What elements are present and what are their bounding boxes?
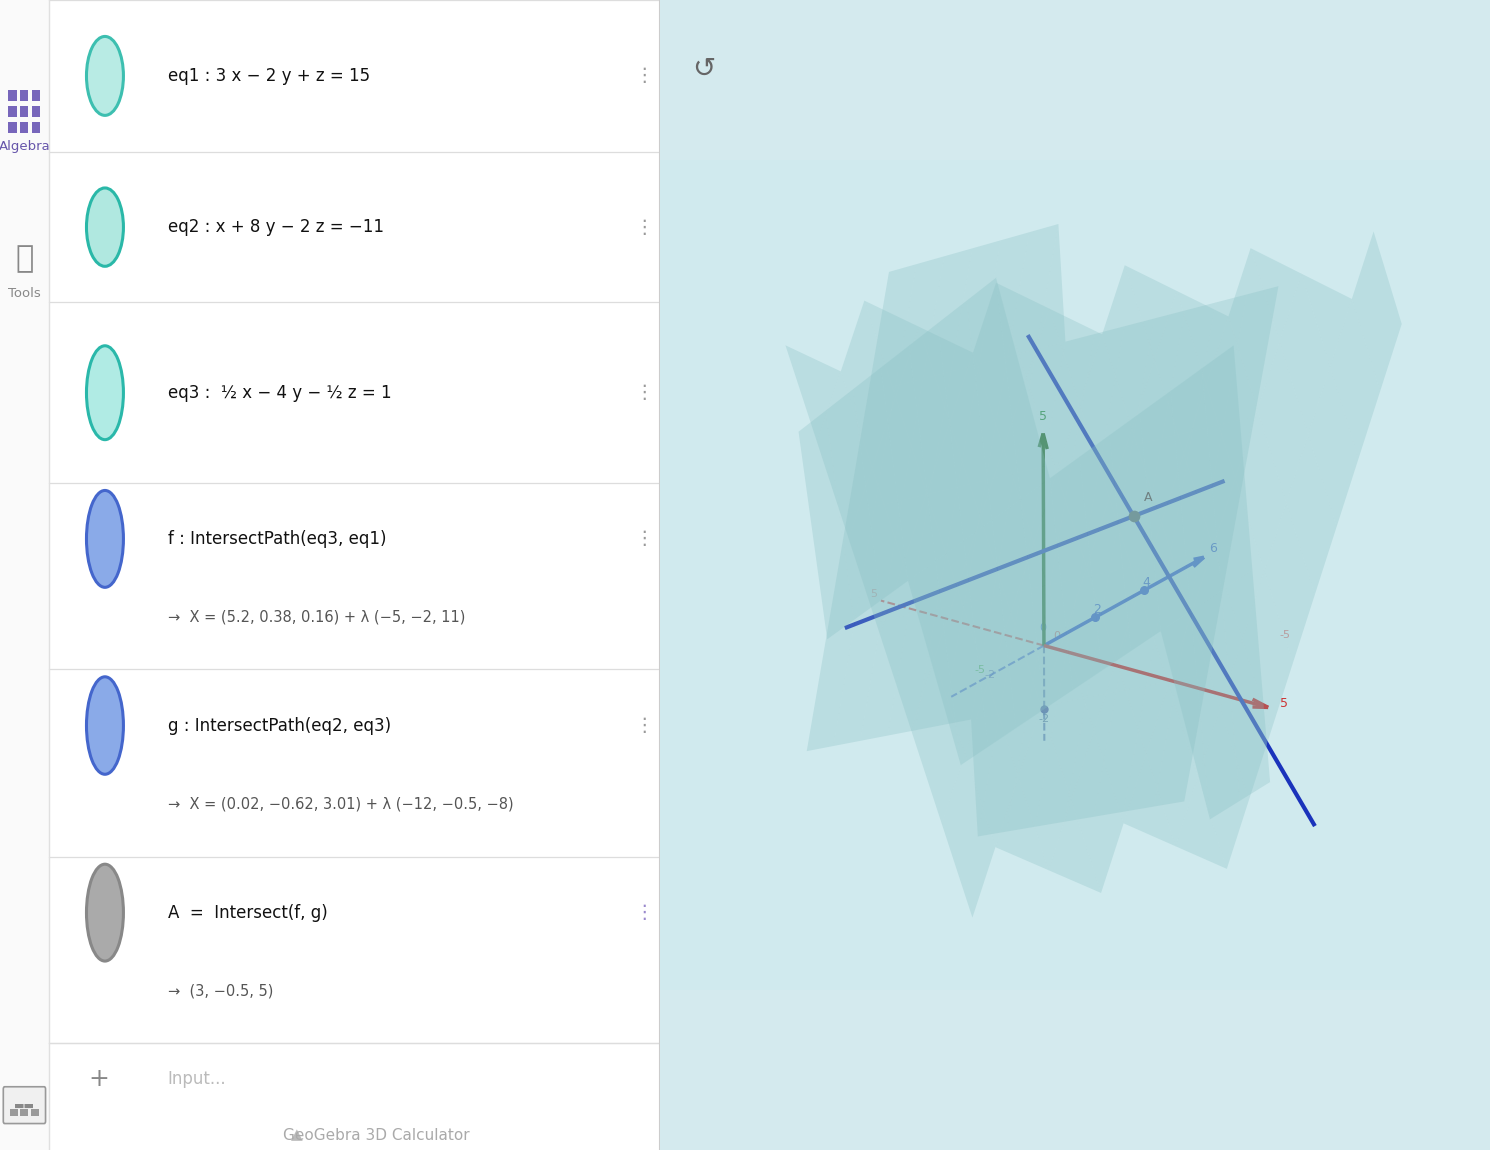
Text: ⋮: ⋮ bbox=[633, 383, 653, 402]
Text: Tools: Tools bbox=[7, 286, 40, 300]
FancyBboxPatch shape bbox=[10, 1109, 18, 1116]
FancyBboxPatch shape bbox=[31, 122, 40, 133]
Text: ⋮: ⋮ bbox=[633, 67, 653, 85]
Text: +: + bbox=[88, 1067, 109, 1091]
FancyBboxPatch shape bbox=[0, 0, 49, 1150]
Text: →  (3, −0.5, 5): → (3, −0.5, 5) bbox=[168, 983, 273, 998]
Text: A  =  Intersect(f, g): A = Intersect(f, g) bbox=[168, 904, 328, 921]
FancyBboxPatch shape bbox=[19, 106, 28, 117]
Text: Algebra: Algebra bbox=[0, 139, 51, 153]
FancyBboxPatch shape bbox=[7, 122, 16, 133]
Text: ▬▬: ▬▬ bbox=[13, 1102, 34, 1111]
FancyBboxPatch shape bbox=[3, 1087, 46, 1124]
Text: f : IntersectPath(eq3, eq1): f : IntersectPath(eq3, eq1) bbox=[168, 530, 386, 547]
FancyBboxPatch shape bbox=[19, 90, 28, 101]
Ellipse shape bbox=[86, 864, 124, 961]
Text: eq1 : 3 x − 2 y + z = 15: eq1 : 3 x − 2 y + z = 15 bbox=[168, 67, 370, 85]
FancyBboxPatch shape bbox=[31, 1109, 39, 1116]
Text: Input...: Input... bbox=[168, 1071, 226, 1088]
Text: ⋮: ⋮ bbox=[633, 716, 653, 735]
Text: eq2 : x + 8 y − 2 z = −11: eq2 : x + 8 y − 2 z = −11 bbox=[168, 218, 383, 236]
Text: →  X = (0.02, −0.62, 3.01) + λ (−12, −0.5, −8): → X = (0.02, −0.62, 3.01) + λ (−12, −0.5… bbox=[168, 797, 513, 812]
Text: →  X = (5.2, 0.38, 0.16) + λ (−5, −2, 11): → X = (5.2, 0.38, 0.16) + λ (−5, −2, 11) bbox=[168, 610, 465, 624]
Text: ⋮: ⋮ bbox=[633, 903, 653, 922]
Text: eq3 :  ½ x − 4 y − ½ z = 1: eq3 : ½ x − 4 y − ½ z = 1 bbox=[168, 384, 392, 401]
Text: ⋮: ⋮ bbox=[633, 217, 653, 237]
FancyBboxPatch shape bbox=[21, 1109, 28, 1116]
Text: g : IntersectPath(eq2, eq3): g : IntersectPath(eq2, eq3) bbox=[168, 716, 390, 735]
FancyBboxPatch shape bbox=[31, 90, 40, 101]
Ellipse shape bbox=[86, 490, 124, 588]
Text: ↺: ↺ bbox=[691, 55, 715, 83]
Ellipse shape bbox=[86, 677, 124, 774]
FancyBboxPatch shape bbox=[31, 106, 40, 117]
FancyBboxPatch shape bbox=[19, 122, 28, 133]
Ellipse shape bbox=[86, 37, 124, 115]
Text: ⟁: ⟁ bbox=[15, 244, 34, 274]
Text: ⋮: ⋮ bbox=[633, 529, 653, 549]
Text: GeoGebra 3D Calculator: GeoGebra 3D Calculator bbox=[283, 1127, 469, 1143]
Ellipse shape bbox=[86, 346, 124, 439]
FancyBboxPatch shape bbox=[7, 106, 16, 117]
FancyBboxPatch shape bbox=[7, 90, 16, 101]
Text: ▲: ▲ bbox=[291, 1127, 302, 1143]
Ellipse shape bbox=[86, 187, 124, 267]
